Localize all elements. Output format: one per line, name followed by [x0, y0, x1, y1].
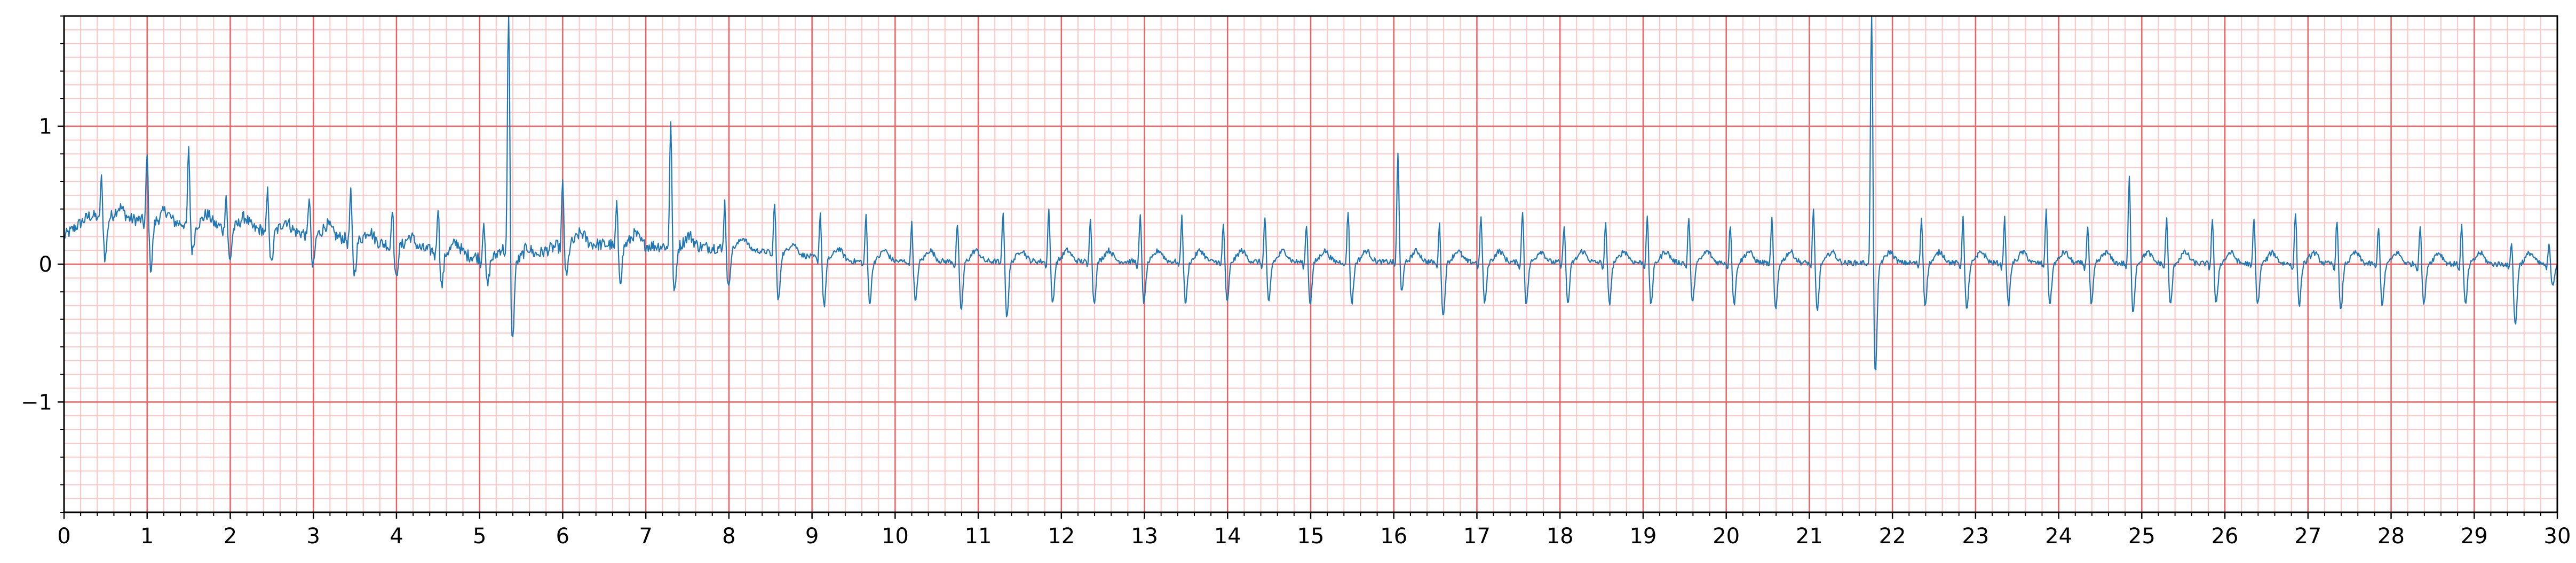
x-tick-label: 27 [2294, 524, 2321, 549]
x-axis-tick-labels: 0 1 2 3 4 5 6 7 8 9 10 11 12 13 14 15 16 17 18 19 20 21 22 23 24… [57, 524, 2571, 549]
x-tick-label: 4 [390, 524, 403, 549]
x-tick-label: 30 [2544, 524, 2571, 549]
x-tick-label: 13 [1131, 524, 1158, 549]
x-tick-label: 23 [1962, 524, 1989, 549]
x-tick-label: 18 [1547, 524, 1574, 549]
x-tick-label: 5 [473, 524, 486, 549]
ecg-series-line [63, 15, 2558, 371]
major-grid [63, 16, 2558, 512]
y-tick-label: 0 [39, 252, 52, 277]
x-tick-label: 2 [224, 524, 237, 549]
x-tick-label: 29 [2461, 524, 2488, 549]
x-tick-label: 0 [57, 524, 70, 549]
x-tick-label: 25 [2128, 524, 2155, 549]
x-tick-label: 20 [1713, 524, 1740, 549]
x-tick-label: 21 [1796, 524, 1823, 549]
x-tick-label: 17 [1463, 524, 1491, 549]
ecg-trace [63, 15, 2558, 371]
y-tick-label: −1 [21, 390, 52, 415]
x-tick-label: 6 [556, 524, 569, 549]
x-tick-label: 19 [1629, 524, 1656, 549]
x-tick-label: 24 [2045, 524, 2072, 549]
x-tick-label: 12 [1048, 524, 1075, 549]
x-tick-label: 9 [805, 524, 819, 549]
x-tick-label: 1 [140, 524, 154, 549]
x-axis-ticks [63, 512, 2558, 519]
x-tick-label: 16 [1380, 524, 1407, 549]
x-tick-label: 7 [639, 524, 652, 549]
x-tick-label: 14 [1214, 524, 1241, 549]
x-tick-label: 15 [1297, 524, 1325, 549]
x-tick-label: 8 [722, 524, 735, 549]
x-tick-label: 28 [2377, 524, 2405, 549]
x-tick-label: 22 [1879, 524, 1906, 549]
x-tick-label: 26 [2212, 524, 2239, 549]
x-tick-label: 10 [882, 524, 909, 549]
y-tick-label: 1 [39, 115, 52, 139]
y-axis-tick-labels: −1 0 1 [21, 115, 52, 415]
y-axis-ticks [58, 15, 64, 513]
x-tick-label: 3 [306, 524, 320, 549]
x-tick-label: 11 [965, 524, 992, 549]
